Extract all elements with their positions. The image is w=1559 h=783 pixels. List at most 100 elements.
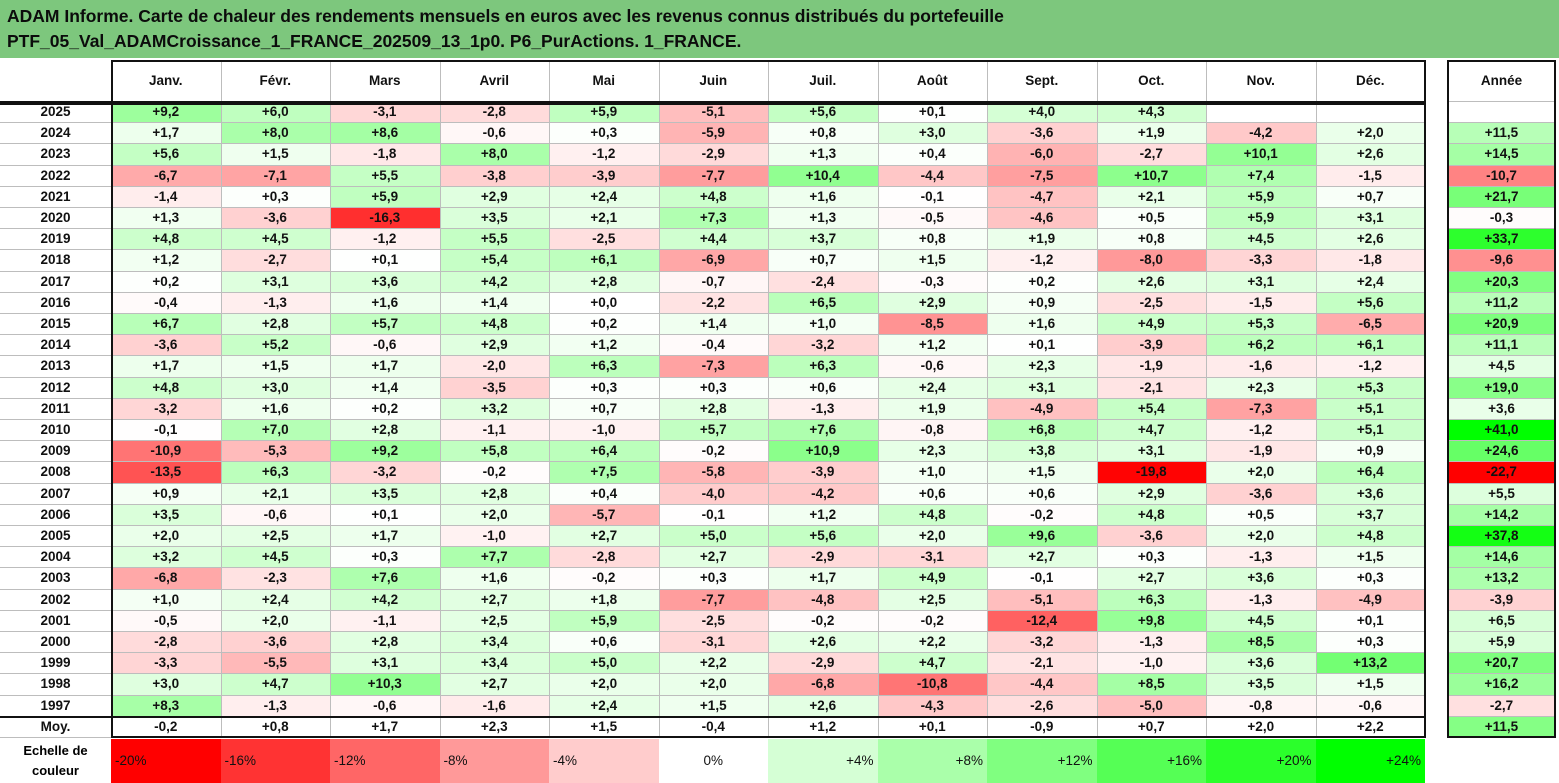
heat-cell: +5,8: [439, 440, 549, 462]
heat-cell: -0,8: [1206, 694, 1316, 716]
heat-cell: +1,7: [330, 355, 440, 377]
heat-cell: -5,8: [658, 461, 768, 483]
annual-cell: +21,7: [1447, 185, 1556, 207]
heat-cell: +2,0: [1206, 525, 1316, 547]
heat-cell: -3,2: [987, 631, 1097, 653]
heat-cell: +3,5: [330, 482, 440, 504]
heat-cell: +1,2: [877, 334, 987, 356]
heat-cell: +2,5: [439, 609, 549, 631]
heat-cell: +4,7: [1096, 419, 1206, 441]
heat-cell: +0,3: [549, 122, 659, 144]
year-label-2020: 2020: [0, 207, 111, 229]
heat-cell: +2,9: [439, 185, 549, 207]
heat-cell: -3,6: [1096, 525, 1206, 547]
heat-cell: -6,0: [987, 143, 1097, 165]
heat-cell: -2,3: [220, 567, 330, 589]
month-header-2: Févr.: [220, 60, 330, 101]
heat-cell: -10,9: [111, 440, 221, 462]
color-scale-stop: -20%: [111, 739, 221, 783]
heat-cell: +10,3: [330, 673, 440, 695]
heat-cell: +0,2: [330, 397, 440, 419]
average-cell: +1,5: [549, 715, 659, 737]
year-label-2006: 2006: [0, 503, 111, 525]
heat-cell: -4,4: [987, 673, 1097, 695]
heat-cell: +9,6: [987, 525, 1097, 547]
month-header-12: Déc.: [1315, 60, 1425, 101]
heat-cell: +1,2: [549, 334, 659, 356]
heat-cell: +1,0: [768, 313, 878, 335]
heat-cell: +4,5: [220, 228, 330, 250]
heat-cell: +0,5: [1206, 503, 1316, 525]
heat-cell: +7,3: [658, 207, 768, 229]
month-header-10: Oct.: [1096, 60, 1206, 101]
heat-cell: +10,4: [768, 164, 878, 186]
heat-cell: +1,5: [987, 461, 1097, 483]
heat-cell: -1,3: [220, 291, 330, 313]
color-scale-stop: -12%: [330, 739, 440, 783]
heat-cell: +0,8: [877, 228, 987, 250]
heat-cell: +2,0: [877, 525, 987, 547]
heat-cell: -6,7: [111, 164, 221, 186]
heat-cell: -2,1: [1096, 376, 1206, 398]
heat-cell: -4,3: [877, 694, 987, 716]
heat-cell: +2,9: [877, 291, 987, 313]
annual-cell: +20,3: [1447, 270, 1556, 292]
heat-cell: -4,6: [987, 207, 1097, 229]
annual-cell: +19,0: [1447, 376, 1556, 398]
heat-cell: -1,3: [1206, 546, 1316, 568]
heat-cell: -6,9: [658, 249, 768, 271]
color-scale-stop: +16%: [1096, 739, 1206, 783]
heat-cell: [1206, 101, 1316, 123]
heat-cell: +2,6: [1315, 143, 1425, 165]
heat-cell: +4,7: [220, 673, 330, 695]
heat-cell: -5,5: [220, 652, 330, 674]
annual-cell: +14,2: [1447, 503, 1556, 525]
year-label-1998: 1998: [0, 673, 111, 695]
heat-cell: -5,1: [987, 588, 1097, 610]
heat-cell: +0,2: [111, 270, 221, 292]
year-label-2012: 2012: [0, 376, 111, 398]
color-scale-stop: +8%: [877, 739, 987, 783]
heat-cell: +3,1: [330, 652, 440, 674]
heat-cell: +1,6: [220, 397, 330, 419]
heat-cell: +5,6: [111, 143, 221, 165]
heat-cell: +2,0: [549, 673, 659, 695]
heat-cell: +8,3: [111, 694, 221, 716]
annual-cell: +37,8: [1447, 525, 1556, 547]
heat-cell: +10,1: [1206, 143, 1316, 165]
heat-cell: -0,2: [658, 440, 768, 462]
year-label-2000: 2000: [0, 631, 111, 653]
heat-cell: +3,0: [220, 376, 330, 398]
year-label-2014: 2014: [0, 334, 111, 356]
heat-cell: +0,7: [1315, 185, 1425, 207]
heat-cell: +0,2: [549, 313, 659, 335]
heat-cell: [1315, 101, 1425, 123]
heat-cell: -0,6: [220, 503, 330, 525]
heat-cell: -4,2: [768, 482, 878, 504]
heat-cell: +2,9: [1096, 482, 1206, 504]
heat-cell: +3,6: [1206, 567, 1316, 589]
heat-cell: -6,8: [111, 567, 221, 589]
heat-cell: -3,6: [220, 207, 330, 229]
heat-cell: -3,2: [768, 334, 878, 356]
heat-cell: +8,0: [439, 143, 549, 165]
heat-cell: +7,6: [330, 567, 440, 589]
heat-cell: +3,6: [330, 270, 440, 292]
heat-cell: +1,7: [330, 525, 440, 547]
heat-cell: -0,6: [330, 334, 440, 356]
heat-cell: +0,9: [1315, 440, 1425, 462]
annual-cell: +11,5: [1447, 122, 1556, 144]
heat-cell: -0,4: [111, 291, 221, 313]
heat-cell: -13,5: [111, 461, 221, 483]
heat-cell: -4,2: [1206, 122, 1316, 144]
heat-cell: +5,7: [330, 313, 440, 335]
heat-cell: +2,8: [330, 419, 440, 441]
average-label: Moy.: [0, 715, 111, 737]
heat-cell: -2,0: [439, 355, 549, 377]
heat-cell: +0,4: [549, 482, 659, 504]
report-title: ADAM Informe. Carte de chaleur des rende…: [0, 0, 1559, 58]
year-label-2023: 2023: [0, 143, 111, 165]
average-cell: +0,8: [220, 715, 330, 737]
year-label-2019: 2019: [0, 228, 111, 250]
heat-cell: +3,0: [877, 122, 987, 144]
